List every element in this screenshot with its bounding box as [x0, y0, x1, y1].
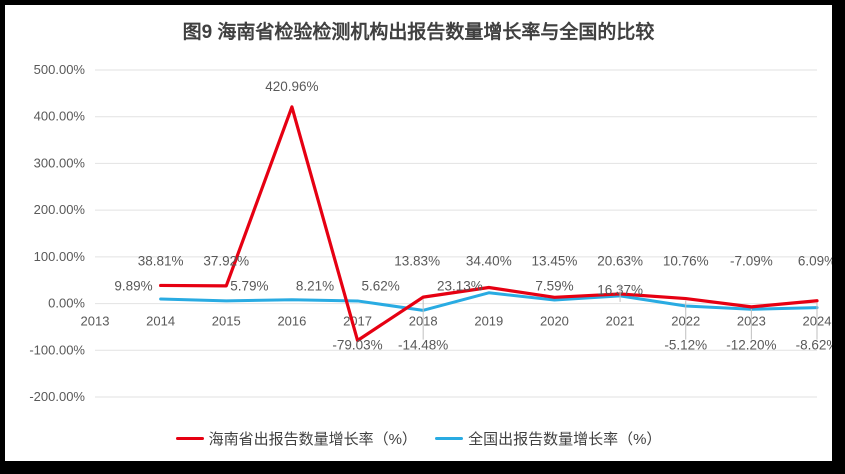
svg-text:2014: 2014 [146, 314, 175, 329]
svg-text:-79.03%: -79.03% [332, 338, 382, 353]
svg-text:37.92%: 37.92% [203, 254, 249, 269]
svg-text:300.00%: 300.00% [34, 155, 86, 170]
svg-text:8.21%: 8.21% [296, 279, 334, 294]
svg-text:10.76%: 10.76% [663, 254, 709, 269]
svg-text:400.00%: 400.00% [34, 109, 86, 124]
svg-text:23.13%: 23.13% [437, 279, 483, 294]
svg-text:500.00%: 500.00% [34, 62, 86, 77]
svg-text:-12.20%: -12.20% [726, 338, 776, 353]
svg-text:2013: 2013 [81, 314, 110, 329]
svg-text:-100.00%: -100.00% [29, 342, 85, 357]
svg-text:2019: 2019 [474, 314, 503, 329]
svg-text:2015: 2015 [212, 314, 241, 329]
svg-text:-5.12%: -5.12% [664, 338, 707, 353]
svg-text:-7.09%: -7.09% [730, 254, 773, 269]
svg-text:34.40%: 34.40% [466, 254, 512, 269]
svg-text:20.63%: 20.63% [597, 254, 643, 269]
svg-text:100.00%: 100.00% [34, 249, 86, 264]
svg-text:-200.00%: -200.00% [29, 389, 85, 404]
svg-text:6.09%: 6.09% [798, 254, 832, 269]
svg-text:2017: 2017 [343, 314, 372, 329]
svg-text:13.83%: 13.83% [394, 254, 440, 269]
svg-text:5.62%: 5.62% [362, 279, 400, 294]
svg-text:0.00%: 0.00% [48, 296, 85, 311]
svg-text:7.59%: 7.59% [535, 279, 573, 294]
svg-text:-14.48%: -14.48% [398, 338, 448, 353]
svg-text:2016: 2016 [277, 314, 306, 329]
svg-text:2021: 2021 [606, 314, 635, 329]
svg-text:200.00%: 200.00% [34, 202, 86, 217]
svg-text:5.79%: 5.79% [230, 279, 268, 294]
svg-text:9.89%: 9.89% [114, 279, 152, 294]
svg-text:420.96%: 420.96% [265, 79, 318, 94]
svg-text:2020: 2020 [540, 314, 569, 329]
svg-text:13.45%: 13.45% [532, 254, 578, 269]
svg-text:38.81%: 38.81% [138, 254, 184, 269]
svg-text:-8.62%: -8.62% [796, 338, 832, 353]
